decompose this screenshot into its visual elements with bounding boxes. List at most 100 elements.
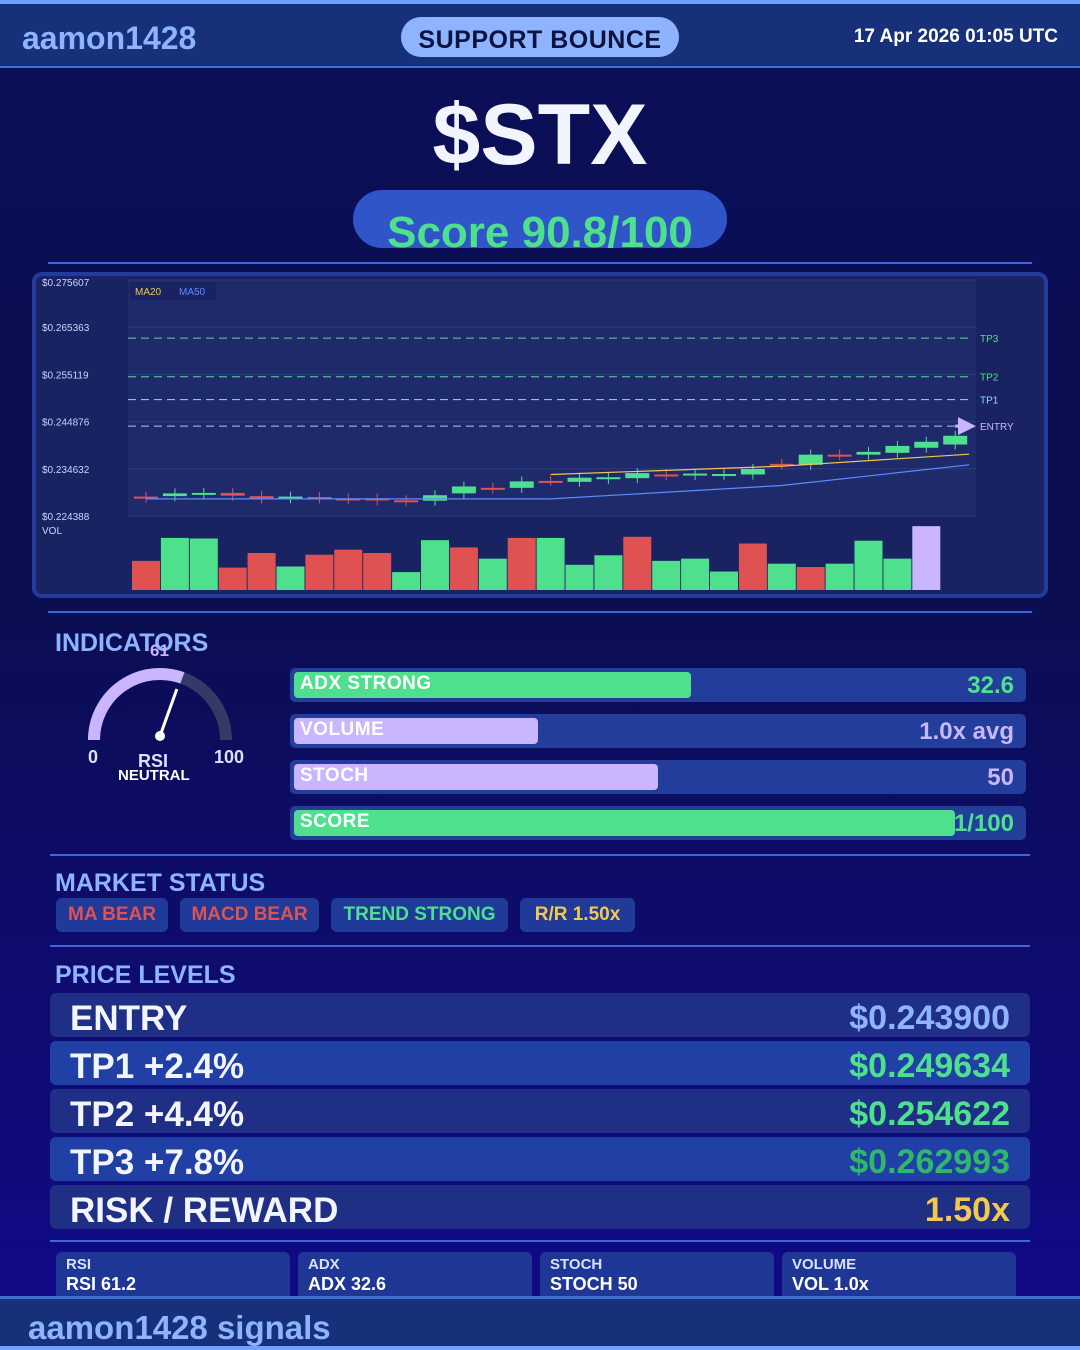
ma50-line [550, 464, 970, 500]
top-bar: aamon1428 SUPPORT BOUNCE 17 Apr 2026 01:… [0, 0, 1080, 68]
rsi-stat-value: RSI 61.2 [66, 1274, 137, 1294]
candle [943, 435, 968, 445]
rsi-value: 61 [150, 641, 169, 660]
score-bar: SCORE 1/100 [290, 806, 1026, 840]
rsi-status: NEUTRAL [118, 767, 190, 784]
candle [625, 473, 650, 479]
score-bar-value: 1/100 [953, 810, 1014, 837]
candle [480, 487, 505, 490]
candle [683, 473, 708, 476]
volume-bar [738, 543, 767, 590]
indicators-title: INDICATORS [55, 629, 209, 657]
rsi-gauge-track [88, 668, 232, 741]
candle [567, 477, 592, 482]
divider [48, 611, 1032, 613]
tp3-price: $0.262993 [849, 1143, 1010, 1181]
divider [48, 262, 1032, 264]
volume-bar [160, 537, 189, 590]
candle [712, 474, 736, 477]
volume-bar-label: VOLUME [300, 719, 385, 740]
y-tick-label: $0.255119 [42, 370, 89, 381]
volume-bar [652, 560, 681, 590]
footer-brand: aamon1428 signals [28, 1309, 331, 1346]
volume-bar [681, 558, 710, 590]
adx-bar-fill [294, 672, 691, 698]
volume-bar [883, 558, 912, 590]
stoch-stat-value: STOCH 50 [550, 1274, 638, 1294]
divider [50, 854, 1030, 856]
volume-bar [912, 526, 941, 590]
candle [191, 492, 216, 495]
candle [220, 492, 245, 496]
candle [162, 493, 187, 497]
adx-stat-key: ADX [308, 1256, 340, 1273]
legend-box [130, 282, 216, 300]
volume-bar [218, 567, 247, 590]
entry-label: ENTRY [70, 999, 188, 1038]
ticker-symbol: $STX [432, 87, 648, 183]
volume-bar [507, 537, 536, 590]
y-tick-label: $0.244876 [42, 418, 90, 429]
signal-datetime: 17 Apr 2026 01:05 UTC [853, 26, 1058, 47]
volume-bar [854, 540, 883, 590]
entry-level-row: ENTRY $0.243900 [50, 993, 1030, 1038]
volume-bar [421, 540, 449, 590]
macd-status-badge: MACD BEAR [180, 898, 319, 932]
tp1-label: TP1 +2.4% [70, 1047, 245, 1086]
adx-bar: ADX STRONG 32.6 [290, 668, 1026, 702]
stoch-bar: STOCH 50 [290, 760, 1026, 794]
volume-bar [796, 567, 825, 590]
volume-bar [363, 553, 392, 590]
level-label-tp3: TP3 [980, 334, 999, 345]
level-label-entry: ENTRY [980, 422, 1014, 433]
volume-bar [623, 536, 652, 590]
rsi-stat-card: RSI RSI 61.2 [56, 1252, 290, 1296]
candle [423, 495, 447, 501]
rsi-label: RSI [138, 751, 168, 771]
tp3-level-row: TP3 +7.8% $0.262993 [50, 1137, 1030, 1182]
risk-reward-badge: R/R 1.50x [520, 898, 635, 932]
volume-bar [132, 560, 160, 590]
candle [538, 480, 563, 483]
volume-stat-card: VOLUME VOL 1.0x [782, 1252, 1016, 1296]
volume-bar [247, 553, 276, 590]
rsi-stat-key: RSI [66, 1256, 92, 1273]
volume-bar-value: 1.0x avg [919, 718, 1014, 745]
volume-bar [565, 564, 594, 590]
divider [50, 945, 1030, 947]
rsi-gauge: 61 0 100 RSI NEUTRAL [60, 640, 280, 790]
risk-reward-row: RISK / REWARD 1.50x [50, 1185, 1030, 1230]
y-tick-label: $0.275607 [42, 278, 90, 289]
adx-bar-value: 32.6 [967, 672, 1014, 699]
entry-arrow-head [958, 417, 976, 436]
stoch-bar-fill [294, 764, 658, 790]
rsi-gauge-fill [88, 668, 185, 741]
stoch-stat-card: STOCH STOCH 50 [540, 1252, 774, 1296]
candle [914, 441, 939, 448]
footer-bar: aamon1428 signals [0, 1296, 1080, 1350]
tp2-label: TP2 +4.4% [70, 1095, 245, 1134]
candle [769, 463, 794, 466]
candle [596, 477, 621, 480]
volume-bar [710, 571, 738, 590]
score-bar-label: SCORE [300, 811, 371, 832]
stoch-bar-value: 50 [987, 764, 1014, 791]
volume-bar [825, 563, 854, 590]
candle [856, 451, 881, 455]
trend-status-badge: TREND STRONG [331, 898, 508, 932]
volume-stat-value: VOL 1.0x [792, 1274, 869, 1294]
volume-bar [305, 554, 334, 590]
risk-reward-label: RISK / REWARD [70, 1191, 339, 1230]
tp1-level-row: TP1 +2.4% $0.249634 [50, 1041, 1030, 1086]
rsi-max-label: 100 [214, 747, 244, 767]
rsi-gauge-needle [158, 688, 179, 737]
volume-bar [334, 549, 363, 590]
divider [50, 1240, 1030, 1242]
price-levels-title: PRICE LEVELS [55, 961, 236, 989]
volume-stat-key: VOLUME [792, 1256, 857, 1273]
tp3-label: TP3 +7.8% [70, 1143, 245, 1182]
ma-status-badge: MA BEAR [56, 898, 168, 932]
level-label-tp2: TP2 [980, 373, 999, 384]
volume-bar-fill [294, 718, 538, 744]
rsi-gauge-hub [155, 731, 165, 741]
